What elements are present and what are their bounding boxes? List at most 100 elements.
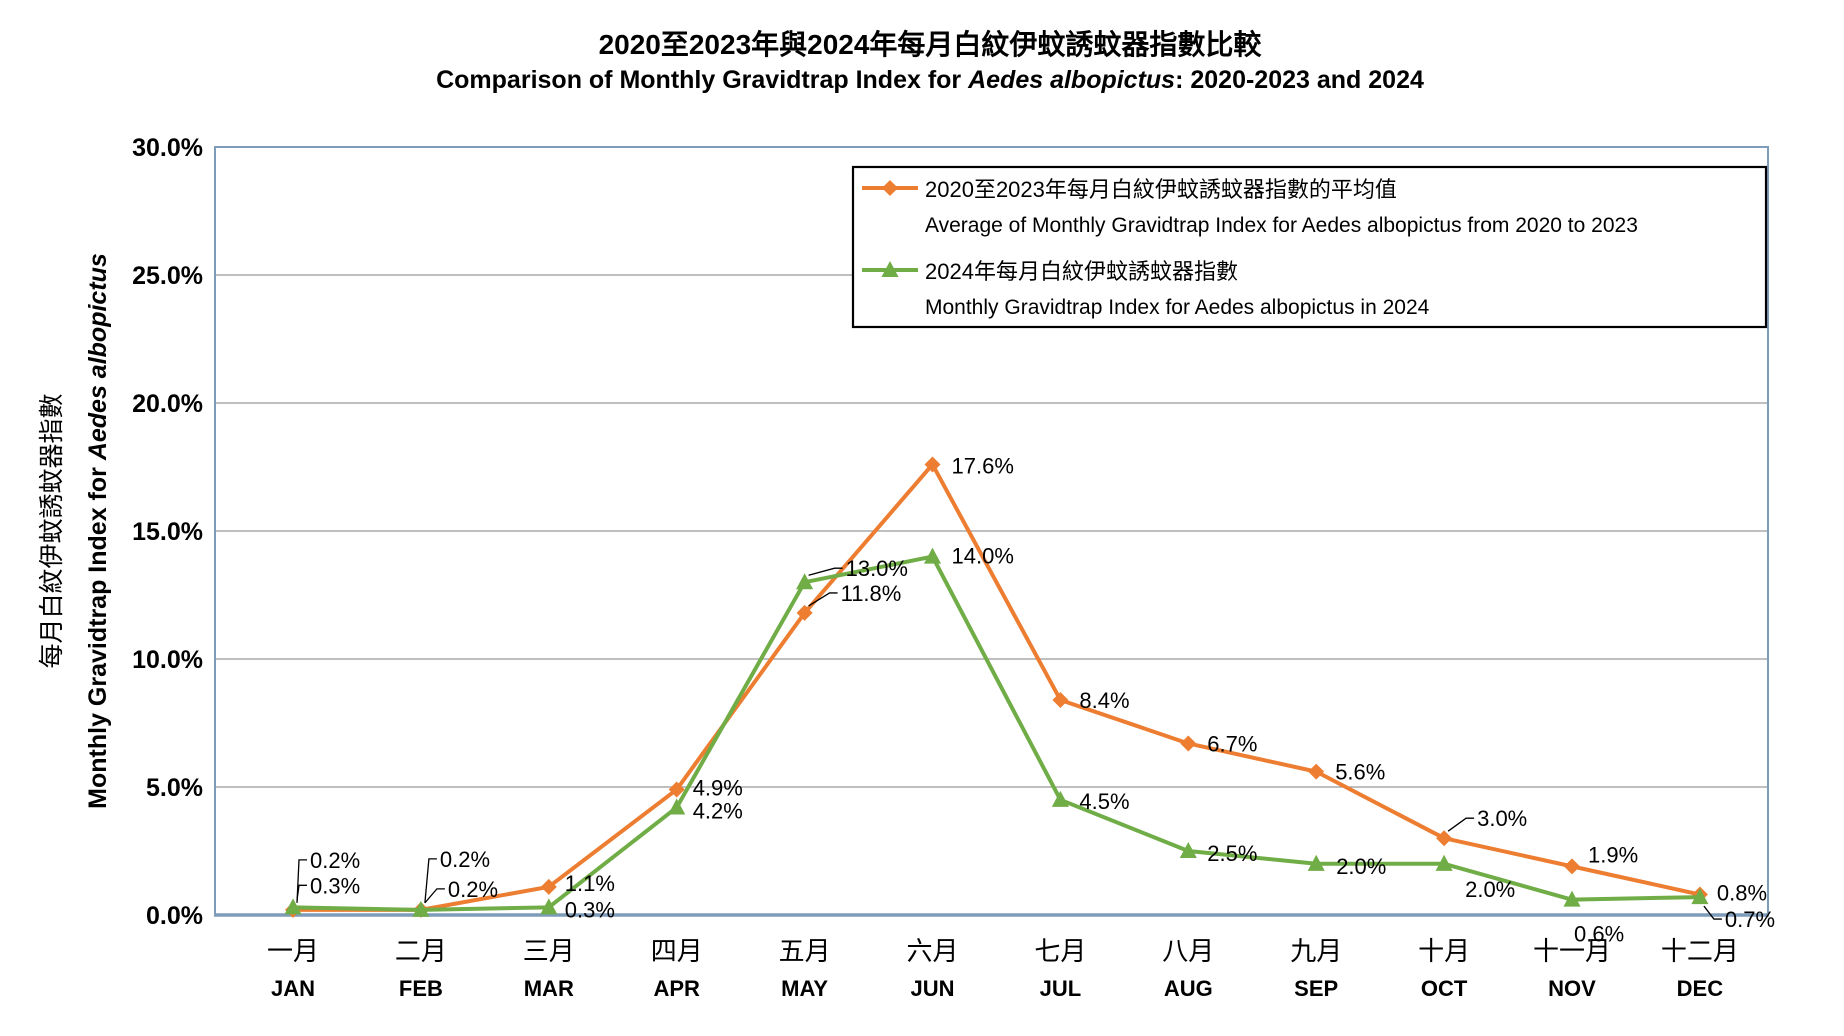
y-axis-title-en: Monthly Gravidtrap Index for Aedes albop…: [84, 253, 112, 809]
data-label-avg-2020-2023-apr: 4.9%: [693, 776, 743, 801]
data-label-avg-2020-2023-jul: 8.4%: [1079, 688, 1129, 713]
data-label-y2024-jul: 4.5%: [1079, 789, 1129, 814]
x-tick-label-zh: 五月: [779, 936, 831, 966]
marker-y2024-jan: [284, 898, 302, 915]
x-tick-label-en: APR: [653, 976, 700, 1001]
data-label-leader-avg-2020-2023-oct: [1447, 817, 1475, 832]
x-tick-label-en: JUN: [910, 976, 954, 1001]
legend: 2020至2023年每月白紋伊蚊誘蚊器指數的平均值 Average of Mon…: [851, 165, 1768, 329]
series-line-y2024: [291, 554, 1702, 912]
data-label-y2024-jan: 0.3%: [310, 873, 360, 898]
x-tick-label-en: AUG: [1164, 976, 1213, 1001]
marker-y2024-feb: [412, 900, 430, 917]
marker-y2024-jul: [1051, 790, 1069, 807]
legend-markers: [862, 180, 918, 278]
marker-avg-2020-2023-aug: [1180, 735, 1197, 752]
x-tick-label-en: FEB: [399, 976, 443, 1001]
x-tick-label-zh: 四月: [651, 936, 703, 966]
x-tick-label-en: MAY: [781, 976, 828, 1001]
x-tick-label-zh: 七月: [1034, 936, 1086, 966]
y-tick-label: 25.0%: [132, 262, 203, 290]
data-label-avg-2020-2023-sep: 5.6%: [1335, 760, 1385, 785]
marker-avg-2020-2023-nov: [1564, 858, 1580, 875]
marker-y2024-dec: [1691, 888, 1709, 905]
y-axis-tick-labels: 0.0% 5.0% 10.0% 15.0% 20.0% 25.0% 30.0%: [132, 134, 203, 930]
y-tick-label: 10.0%: [132, 646, 203, 674]
data-label-y2024-nov: 0.6%: [1574, 922, 1624, 947]
x-tick-label-en: MAR: [524, 976, 574, 1001]
marker-y2024-apr: [668, 798, 686, 815]
x-tick-label-en: DEC: [1677, 976, 1724, 1001]
data-label-y2024-feb: 0.2%: [448, 877, 498, 902]
data-label-leader-y2024-feb: [424, 888, 445, 904]
marker-y2024-aug: [1179, 842, 1197, 859]
data-label-y2024-jun: 14.0%: [952, 544, 1014, 569]
data-label-leader-y2024-dec: [1703, 905, 1722, 920]
marker-avg-2020-2023-oct: [1436, 830, 1453, 847]
series-group: [284, 456, 1709, 918]
chart-title-en: Comparison of Monthly Gravidtrap Index f…: [436, 66, 1424, 94]
data-label-y2024-dec: 0.7%: [1725, 907, 1775, 932]
marker-avg-2020-2023-apr: [668, 781, 685, 798]
legend-marker-triangle-icon: [881, 261, 899, 278]
y-tick-label: 5.0%: [146, 774, 203, 802]
legend-box: [851, 165, 1768, 329]
data-label-y2024-oct: 2.0%: [1465, 877, 1515, 902]
data-label-leader-y2024-jan: [296, 884, 307, 901]
marker-avg-2020-2023-jun: [924, 456, 941, 473]
y-tick-label: 30.0%: [132, 134, 203, 162]
marker-avg-2020-2023-mar: [540, 878, 557, 895]
marker-y2024-may: [796, 573, 814, 590]
x-tick-label-zh: 九月: [1290, 936, 1342, 966]
x-tick-label-zh: 一月: [267, 936, 319, 966]
series-line-avg-2020-2023: [291, 462, 1702, 912]
legend-entry-1-label-zh: 2020至2023年每月白紋伊蚊誘蚊器指數的平均值: [925, 177, 1397, 202]
x-tick-label-en: JAN: [271, 976, 315, 1001]
data-label-y2024-apr: 4.2%: [693, 798, 743, 823]
data-label-avg-2020-2023-jan: 0.2%: [310, 848, 360, 873]
data-label-avg-2020-2023-feb: 0.2%: [440, 847, 490, 872]
data-label-avg-2020-2023-jun: 17.6%: [952, 453, 1014, 478]
marker-y2024-mar: [540, 898, 558, 915]
data-label-avg-2020-2023-dec: 0.8%: [1717, 881, 1767, 906]
legend-marker-diamond-icon: [882, 180, 898, 196]
y-axis-title-zh: 每月白紋伊蚊誘蚊器指數: [38, 393, 66, 668]
x-tick-label-zh: 十一月: [1533, 936, 1611, 966]
x-tick-label-zh: 二月: [395, 936, 447, 966]
y-tick-label: 15.0%: [132, 518, 203, 546]
marker-y2024-sep: [1307, 854, 1325, 871]
x-tick-label-zh: 三月: [523, 936, 575, 966]
x-tick-label-en: JUL: [1040, 976, 1082, 1001]
legend-entry-2-label-zh: 2024年每月白紋伊蚊誘蚊器指數: [925, 259, 1238, 284]
x-tick-label-zh: 十月: [1418, 936, 1470, 966]
data-label-avg-2020-2023-oct: 3.0%: [1477, 806, 1527, 831]
y-tick-label: 0.0%: [146, 902, 203, 930]
x-tick-label-zh: 八月: [1162, 936, 1214, 966]
marker-avg-2020-2023-jul: [1052, 691, 1069, 708]
x-tick-label-en: OCT: [1421, 976, 1468, 1001]
data-label-y2024-aug: 2.5%: [1207, 841, 1257, 866]
data-label-y2024-may: 13.0%: [846, 556, 908, 581]
data-label-y2024-sep: 2.0%: [1336, 854, 1386, 879]
data-labels-group: 0.2% 0.2% 1.1% 4.9% 11.8% 17.6% 8.4% 6.7% 5.6% 3.…: [296, 453, 1775, 947]
marker-y2024-jun: [923, 547, 942, 564]
data-label-leader-y2024-may: [808, 567, 843, 576]
x-tick-label-en: SEP: [1294, 976, 1338, 1001]
data-label-y2024-mar: 0.3%: [565, 897, 615, 922]
marker-y2024-oct: [1435, 854, 1453, 871]
legend-entry-1-label-en: Average of Monthly Gravidtrap Index for …: [925, 214, 1638, 237]
chart-title-zh: 2020至2023年與2024年每月白紋伊蚊誘蚊器指數比較: [599, 28, 1263, 60]
data-label-leader-avg-2020-2023-feb: [424, 858, 437, 903]
x-tick-label-en: NOV: [1548, 976, 1596, 1001]
data-label-leader-avg-2020-2023-jan: [296, 859, 307, 903]
data-label-avg-2020-2023-may: 11.8%: [841, 581, 902, 606]
x-tick-label-zh: 六月: [906, 936, 958, 966]
marker-avg-2020-2023-sep: [1308, 763, 1325, 780]
data-label-avg-2020-2023-aug: 6.7%: [1207, 731, 1257, 756]
data-label-leader-avg-2020-2023-may: [808, 592, 838, 607]
y-tick-label: 20.0%: [132, 390, 203, 418]
x-tick-label-zh: 十二月: [1661, 936, 1739, 966]
data-label-avg-2020-2023-mar: 1.1%: [565, 871, 615, 896]
plot-border-group: [214, 146, 1769, 917]
